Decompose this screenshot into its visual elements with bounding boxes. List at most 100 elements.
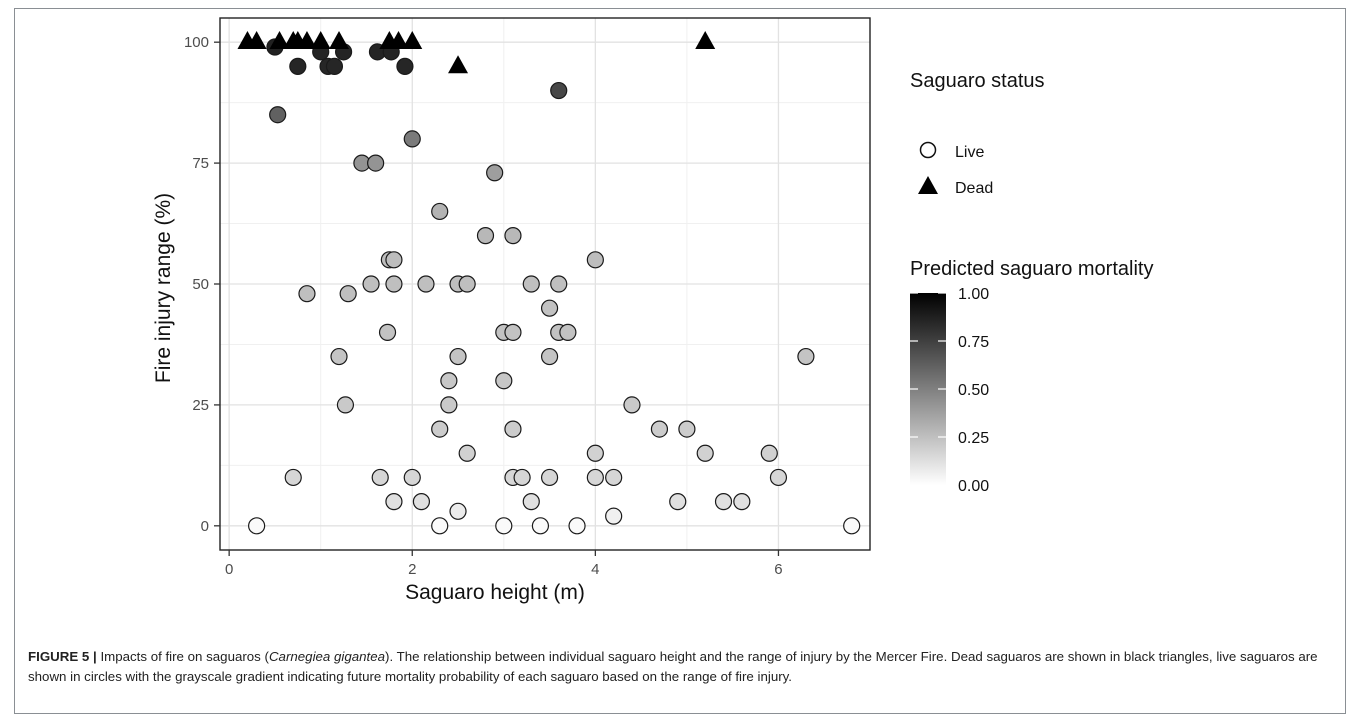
- live-saguaro-point: [412, 493, 431, 511]
- live-saguaro-point: [431, 202, 449, 221]
- live-saguaro-point: [362, 275, 380, 293]
- live-saguaro-point: [440, 396, 458, 414]
- live-saguaro-point: [696, 444, 714, 462]
- live-saguaro-point: [586, 251, 604, 269]
- dead-saguaro-point: [310, 31, 331, 50]
- live-saguaro-point: [396, 57, 414, 75]
- live-saguaro-point: [678, 420, 696, 438]
- live-saguaro-point: [339, 285, 357, 303]
- y-axis-label: Fire injury range (%): [152, 193, 175, 383]
- legend-live-symbol: [919, 141, 937, 159]
- scatter-chart: 0 2 4 6 0 25 50 75 100 Saguaro height (m) Fire i…: [152, 17, 1153, 604]
- live-saguaro-point: [550, 275, 568, 293]
- live-saguaro-point: [540, 347, 559, 366]
- live-saguaro-point: [458, 275, 476, 293]
- live-saguaro-point: [760, 444, 778, 462]
- dead-saguaro-point: [388, 31, 409, 50]
- live-saguaro-point: [385, 275, 403, 293]
- y-tick-label: 50: [192, 276, 209, 293]
- live-saguaro-point: [797, 347, 815, 366]
- live-saguaro-point: [550, 81, 568, 100]
- legend-dead-label: Dead: [955, 180, 993, 197]
- live-saguaro-point: [522, 275, 540, 293]
- live-saguaro-point: [669, 493, 687, 511]
- live-saguaro-point: [733, 493, 751, 511]
- live-saguaro-point: [650, 420, 669, 438]
- live-saguaro-point: [623, 396, 641, 414]
- live-saguaro-point: [367, 154, 385, 172]
- dead-saguaro-point: [402, 31, 423, 50]
- live-saguaro-point: [605, 507, 623, 525]
- x-tick-label: 0: [225, 561, 233, 578]
- live-saguaro-point: [385, 493, 403, 511]
- dead-saguaro-point: [296, 31, 317, 50]
- live-saguaro-point: [325, 57, 344, 75]
- legend-mortality-title: Predicted saguaro mortality: [910, 258, 1153, 280]
- live-saguaro-point: [504, 323, 522, 341]
- live-saguaro-point: [586, 444, 604, 462]
- x-axis-label: Saguaro height (m): [405, 581, 585, 604]
- live-saguaro-point: [431, 517, 449, 535]
- axes: 0 2 4 6 0 25 50 75 100: [184, 17, 871, 578]
- y-tick-label: 25: [192, 397, 209, 414]
- dead-saguaro-point: [269, 31, 290, 50]
- live-saguaro-point: [336, 396, 355, 414]
- live-saguaro-point: [330, 347, 348, 366]
- live-saguaro-point: [449, 502, 467, 520]
- colorbar-ticks: 1.00 0.75 0.50 0.25 0.00: [910, 286, 989, 495]
- dead-saguaro-point: [246, 31, 267, 50]
- grid-lines: [220, 18, 870, 550]
- live-saguaro-point: [504, 420, 522, 438]
- live-saguaro-point: [385, 251, 403, 269]
- colorbar-tick-label: 0.25: [958, 430, 989, 447]
- live-saguaro-point: [513, 468, 531, 487]
- y-tick-label: 0: [201, 518, 209, 535]
- x-tick-label: 2: [408, 561, 416, 578]
- x-tick-label: 6: [774, 561, 782, 578]
- y-tick-label: 100: [184, 34, 209, 51]
- live-saguaro-point: [568, 517, 586, 535]
- live-saguaro-point: [714, 493, 733, 511]
- legend-predicted-mortality: Predicted saguaro mortality 1.00 0.75 0.50…: [910, 258, 1153, 495]
- legend-live-label: Live: [955, 144, 984, 161]
- caption-text-1: Impacts of fire on saguaros (: [96, 649, 269, 664]
- live-saguaro-point: [504, 227, 522, 245]
- dead-saguaro-point: [329, 31, 350, 50]
- colorbar-tick-label: 1.00: [958, 286, 989, 303]
- dead-saguaro-point: [448, 55, 469, 74]
- live-saguaro-point: [531, 517, 550, 535]
- live-saguaro-point: [449, 347, 467, 366]
- legend-status-title: Saguaro status: [910, 70, 1045, 92]
- live-saguaro-point: [403, 130, 421, 148]
- y-tick-label: 75: [192, 155, 209, 172]
- dead-saguaro-point: [695, 31, 716, 50]
- live-saguaro-point: [431, 420, 449, 438]
- live-saguaro-point: [289, 57, 307, 75]
- live-saguaro-point: [605, 468, 623, 487]
- live-saguaro-point: [495, 517, 513, 535]
- live-saguaro-point: [495, 372, 513, 390]
- colorbar-tick-label: 0.00: [958, 478, 989, 495]
- legend-dead-symbol: [918, 176, 938, 194]
- live-saguaro-point: [843, 517, 861, 535]
- caption-text-2: ). The relationship between individual s…: [28, 649, 1318, 684]
- figure-frame: [14, 8, 1346, 714]
- live-saguaro-point: [458, 444, 476, 462]
- figure-caption: FIGURE 5 | Impacts of fire on saguaros (…: [28, 647, 1332, 686]
- caption-species: Carnegiea gigantea: [268, 649, 386, 664]
- legend-saguaro-status: Saguaro status Live Dead: [910, 70, 1045, 197]
- live-saguaro-point: [559, 323, 577, 341]
- live-saguaro-point: [298, 285, 316, 303]
- live-saguaro-point: [486, 164, 504, 182]
- live-saguaro-point: [522, 493, 540, 511]
- data-points: [237, 31, 861, 535]
- live-saguaro-point: [284, 468, 302, 487]
- live-saguaro-point: [403, 468, 421, 487]
- live-saguaro-point: [371, 468, 389, 487]
- live-saguaro-point: [417, 275, 435, 293]
- live-saguaro-point: [378, 323, 397, 341]
- x-tick-label: 4: [591, 561, 599, 578]
- colorbar-tick-label: 0.50: [958, 382, 989, 399]
- live-saguaro-point: [769, 468, 788, 487]
- caption-figure-label: FIGURE 5 |: [28, 649, 97, 664]
